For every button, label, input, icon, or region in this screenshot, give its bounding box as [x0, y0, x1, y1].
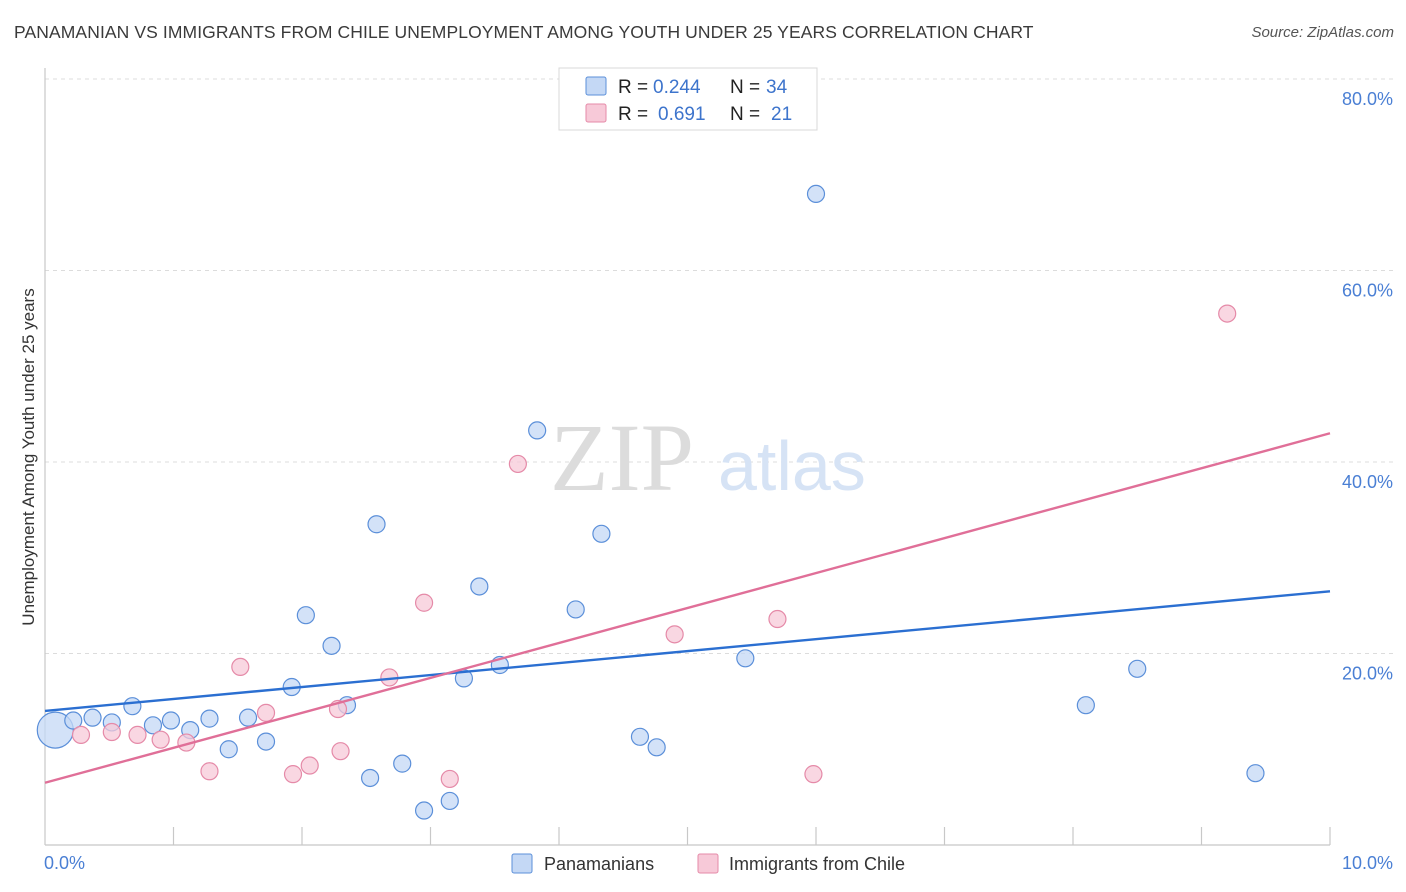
point-chile-9: [300, 756, 319, 775]
y-tick-label-60: 60.0%: [1342, 281, 1393, 301]
point-panamanians-4: [123, 697, 142, 716]
data-points: [36, 184, 1265, 820]
legend-swatch-panamanians: [585, 76, 607, 96]
point-panamanians-33: [1246, 764, 1265, 783]
point-panamanians-19: [414, 801, 434, 820]
point-panamanians-27: [630, 727, 650, 746]
point-panamanians-26: [592, 524, 611, 543]
legend-swatch-chile: [585, 103, 607, 123]
point-panamanians-18: [393, 754, 412, 773]
x-axis-ticks: [172, 827, 1331, 845]
trend-line-panamanians: [44, 590, 1331, 713]
series-legend-swatch-panamanians: [511, 853, 533, 874]
series-legend: Panamanians Immigrants from Chile: [511, 853, 905, 874]
y-tick-label-80: 80.0%: [1342, 89, 1393, 109]
legend-r-label-panamanians: R =: [618, 77, 648, 98]
point-panamanians-1: [64, 711, 83, 730]
y-axis-tick-labels: 20.0% 40.0% 60.0% 80.0%: [1342, 89, 1393, 684]
point-panamanians-13: [296, 606, 315, 625]
legend-r-value-chile: 0.691: [658, 104, 706, 125]
point-chile-19: [1218, 304, 1237, 323]
trend-line-chile: [44, 432, 1331, 784]
source-credit: Source: ZipAtlas.com: [1251, 24, 1394, 41]
point-panamanians-30: [806, 184, 826, 203]
x-tick-label-max: 10.0%: [1342, 853, 1393, 873]
legend-r-label-chile: R =: [618, 104, 648, 125]
series-legend-label-chile: Immigrants from Chile: [729, 854, 905, 874]
point-panamanians-10: [238, 708, 258, 727]
point-panamanians-31: [1076, 696, 1095, 715]
point-chile-14: [440, 769, 459, 789]
point-chile-8: [283, 765, 303, 784]
point-panamanians-25: [566, 600, 585, 619]
point-chile-16: [665, 625, 684, 644]
point-panamanians-28: [647, 738, 666, 757]
point-chile-6: [231, 657, 250, 677]
point-chile-3: [151, 730, 170, 749]
point-chile-1: [102, 722, 121, 742]
stats-legend: R = 0.244 N = 34 R = 0.691 N = 21: [558, 67, 818, 131]
point-panamanians-9: [219, 740, 238, 759]
point-panamanians-20: [440, 791, 459, 811]
legend-r-value-panamanians: 0.244: [653, 77, 701, 98]
point-chile-0: [71, 725, 91, 744]
series-legend-swatch-chile: [697, 853, 719, 874]
point-panamanians-5: [143, 716, 163, 735]
series-legend-label-panamanians: Panamanians: [544, 854, 654, 874]
point-chile-7: [256, 703, 276, 722]
point-chile-18: [804, 765, 823, 784]
chart-title: PANAMANIAN VS IMMIGRANTS FROM CHILE UNEM…: [14, 22, 1034, 42]
watermark-zip: ZIP: [550, 404, 694, 511]
gridlines: [45, 78, 1393, 654]
point-panamanians-32: [1128, 659, 1147, 678]
point-chile-13: [414, 593, 434, 612]
point-panamanians-6: [161, 711, 181, 730]
point-panamanians-14: [322, 636, 341, 655]
point-panamanians-24: [528, 421, 547, 440]
trend-lines: [44, 432, 1331, 784]
legend-n-value-chile: 21: [771, 104, 792, 125]
point-panamanians-8: [200, 709, 219, 728]
point-chile-5: [200, 762, 219, 781]
point-panamanians-11: [256, 732, 276, 751]
point-panamanians-29: [736, 649, 755, 668]
point-panamanians-22: [470, 577, 489, 596]
legend-n-label-chile: N =: [730, 104, 760, 125]
point-chile-17: [768, 609, 787, 629]
y-tick-label-20: 20.0%: [1342, 664, 1393, 684]
point-chile-15: [508, 454, 527, 474]
point-panamanians-2: [83, 708, 102, 727]
watermark-atlas: atlas: [718, 427, 866, 505]
y-axis-label: Unemployment Among Youth under 25 years: [19, 288, 38, 625]
point-panamanians-17: [361, 768, 380, 788]
legend-n-label-panamanians: N =: [730, 77, 760, 98]
x-tick-label-min: 0.0%: [44, 853, 85, 873]
watermark: ZIP atlas: [550, 404, 866, 511]
legend-n-value-panamanians: 34: [766, 77, 788, 98]
point-chile-10: [331, 742, 350, 761]
y-tick-label-40: 40.0%: [1342, 472, 1393, 492]
point-chile-2: [128, 725, 147, 744]
point-panamanians-16: [367, 515, 386, 534]
